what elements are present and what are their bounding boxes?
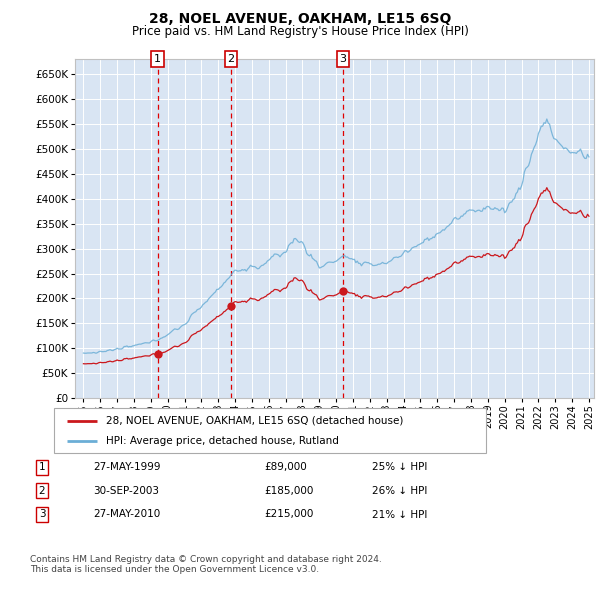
Text: £185,000: £185,000	[264, 486, 313, 496]
Text: 1: 1	[38, 463, 46, 472]
Text: 2: 2	[38, 486, 46, 496]
FancyBboxPatch shape	[54, 408, 486, 453]
Text: 3: 3	[340, 54, 346, 64]
Text: HPI: Average price, detached house, Rutland: HPI: Average price, detached house, Rutl…	[106, 437, 339, 447]
Text: 30-SEP-2003: 30-SEP-2003	[93, 486, 159, 496]
Text: 27-MAY-2010: 27-MAY-2010	[93, 510, 160, 519]
Text: 28, NOEL AVENUE, OAKHAM, LE15 6SQ (detached house): 28, NOEL AVENUE, OAKHAM, LE15 6SQ (detac…	[106, 416, 403, 425]
Text: £89,000: £89,000	[264, 463, 307, 472]
Text: 25% ↓ HPI: 25% ↓ HPI	[372, 463, 427, 472]
Text: 27-MAY-1999: 27-MAY-1999	[93, 463, 161, 472]
Text: 21% ↓ HPI: 21% ↓ HPI	[372, 510, 427, 519]
Text: 1: 1	[154, 54, 161, 64]
Text: This data is licensed under the Open Government Licence v3.0.: This data is licensed under the Open Gov…	[30, 565, 319, 574]
Text: 28, NOEL AVENUE, OAKHAM, LE15 6SQ: 28, NOEL AVENUE, OAKHAM, LE15 6SQ	[149, 12, 451, 26]
Text: £215,000: £215,000	[264, 510, 313, 519]
Text: Contains HM Land Registry data © Crown copyright and database right 2024.: Contains HM Land Registry data © Crown c…	[30, 555, 382, 563]
Text: Price paid vs. HM Land Registry's House Price Index (HPI): Price paid vs. HM Land Registry's House …	[131, 25, 469, 38]
Text: 26% ↓ HPI: 26% ↓ HPI	[372, 486, 427, 496]
Text: 3: 3	[38, 510, 46, 519]
Text: 2: 2	[227, 54, 235, 64]
